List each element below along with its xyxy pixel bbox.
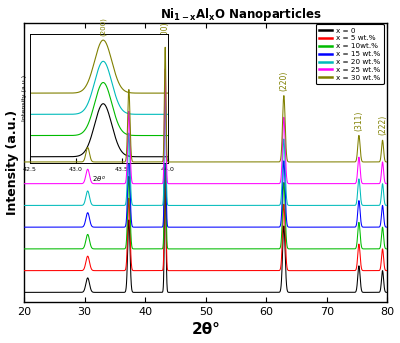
Text: (220): (220) (279, 70, 288, 91)
X-axis label: 2θ°: 2θ° (191, 322, 220, 338)
Text: (200): (200) (161, 22, 170, 43)
Text: (222): (222) (378, 115, 387, 135)
Legend: x = 0, x = 5 wt.%, x = 10wt.%, x = 15 wt.%, x = 20 wt.%, x = 25 wt.%, x = 30 wt.: x = 0, x = 5 wt.%, x = 10wt.%, x = 15 wt… (316, 24, 384, 84)
Text: Ni$_{\mathregular{1-x}}$Al$_{\mathregular{x}}$O Nanoparticles: Ni$_{\mathregular{1-x}}$Al$_{\mathregula… (160, 5, 322, 23)
Text: (111): (111) (124, 64, 133, 85)
Text: (311): (311) (354, 110, 364, 131)
Y-axis label: Intensity (a.u.): Intensity (a.u.) (6, 110, 18, 215)
